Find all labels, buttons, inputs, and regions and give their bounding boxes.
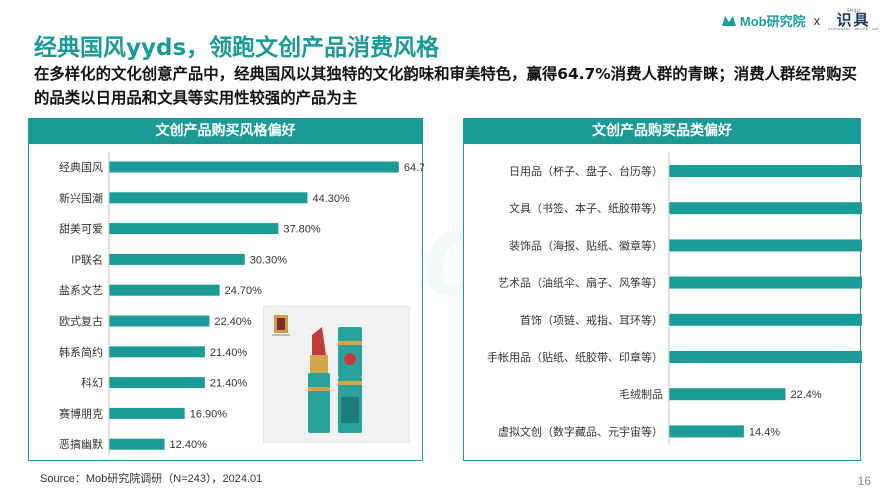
bar — [109, 346, 205, 358]
mob-logo-icon — [721, 15, 736, 26]
category-label: 艺术品（油纸伞、扇子、风筝等） — [498, 276, 663, 290]
mob-logo: Mob研究院 — [721, 11, 806, 30]
category-label: 恶搞幽默 — [59, 437, 103, 451]
category-label: 韩系简约 — [59, 345, 103, 359]
lipstick-right-icon — [338, 327, 362, 433]
category-preference-panel: 文创产品购买品类偏好 日用品（杯子、盘子、台历等）61.7%文具（书签、本子、纸… — [463, 118, 862, 461]
category-label: 毛绒制品 — [619, 388, 663, 401]
value-label: 14.4% — [749, 426, 780, 438]
value-label: 22.40% — [214, 316, 252, 328]
value-label: 22.4% — [790, 389, 821, 401]
bar — [109, 192, 308, 204]
bar — [109, 161, 399, 173]
page-number: 16 — [857, 474, 871, 488]
bar — [109, 284, 220, 296]
bar — [669, 425, 744, 438]
category-label: 赛博朋克 — [59, 406, 103, 420]
category-label: 日用品（杯子、盘子、台历等） — [509, 164, 663, 178]
bar — [669, 313, 862, 326]
lipstick-left-icon — [308, 327, 330, 433]
value-label: 24.70% — [225, 285, 263, 297]
style-chart-title: 文创产品购买风格偏好 — [29, 119, 422, 144]
value-label: 21.40% — [210, 347, 248, 359]
value-label: 37.80% — [283, 224, 321, 236]
shiju-logo-sub: STATIONERY · DEVICE · ART — [828, 27, 879, 31]
value-label: 44.30% — [312, 193, 350, 205]
category-label: 甜美可爱 — [59, 223, 103, 236]
bar — [109, 438, 165, 450]
bar — [669, 202, 862, 215]
category-label: 虚拟文创（数字藏品、元宇宙等） — [498, 424, 663, 438]
logo-separator: x — [813, 12, 821, 28]
value-label: 16.90% — [190, 408, 228, 420]
header-logos: Mob研究院 x SHIJU 识具 STATIONERY · DEVICE · … — [721, 8, 879, 32]
value-label: 21.40% — [210, 378, 248, 390]
value-label: 30.30% — [250, 254, 288, 266]
category-label: 欧式复古 — [59, 314, 103, 328]
lipstick-illustration — [272, 315, 362, 433]
category-label: 新兴国潮 — [59, 191, 103, 205]
value-label: 12.40% — [170, 439, 208, 451]
bar — [109, 377, 205, 389]
bar — [669, 239, 862, 252]
bar — [669, 276, 862, 289]
category-preference-chart: 日用品（杯子、盘子、台历等）61.7%文具（书签、本子、纸胶带等）58.7%装饰… — [487, 152, 862, 444]
bar — [669, 351, 862, 363]
lipstick-product-image — [263, 306, 410, 443]
mob-logo-text: Mob研究院 — [739, 13, 806, 29]
category-chart-title: 文创产品购买品类偏好 — [464, 119, 860, 144]
category-label: 文具（书签、本子、纸胶带等） — [509, 201, 663, 215]
category-label: 经典国风 — [59, 160, 103, 174]
source-note: Source：Mob研究院调研（N=243），2024.01 — [40, 473, 263, 485]
bar — [669, 388, 786, 401]
shiju-logo: SHIJU 识具 STATIONERY · DEVICE · ART — [828, 9, 879, 31]
bar — [669, 165, 862, 177]
bar — [109, 407, 185, 419]
page-title: 经典国风yyds，领跑文创产品消费风格 — [34, 35, 440, 61]
category-label: 科幻 — [81, 376, 103, 390]
category-label: IP联名 — [71, 252, 103, 266]
shiju-logo-top: SHIJU — [846, 8, 861, 13]
shiju-logo-text: 识具 — [836, 11, 871, 29]
bar — [109, 253, 245, 265]
bar — [109, 315, 210, 327]
bar — [109, 223, 279, 235]
style-preference-chart: 经典国风 64.70% 新兴国潮 44.30% 甜美可爱 37.80% IP联名 30.30%… — [59, 151, 424, 456]
category-label: 首饰（项链、戒指、耳环等） — [520, 313, 663, 327]
page-subtitle: 在多样化的文化创意产品中，经典国风以其独特的文化韵味和审美特色，赢得64.7%消… — [34, 65, 857, 107]
category-label: 装饰品（海报、贴纸、徽章等） — [509, 238, 663, 252]
category-label: 手帐用品（贴纸、纸胶带、印章等） — [487, 350, 663, 364]
category-label: 盐系文艺 — [59, 283, 103, 297]
value-label: 64.70% — [404, 162, 424, 174]
palace-emblem-icon — [272, 315, 290, 336]
